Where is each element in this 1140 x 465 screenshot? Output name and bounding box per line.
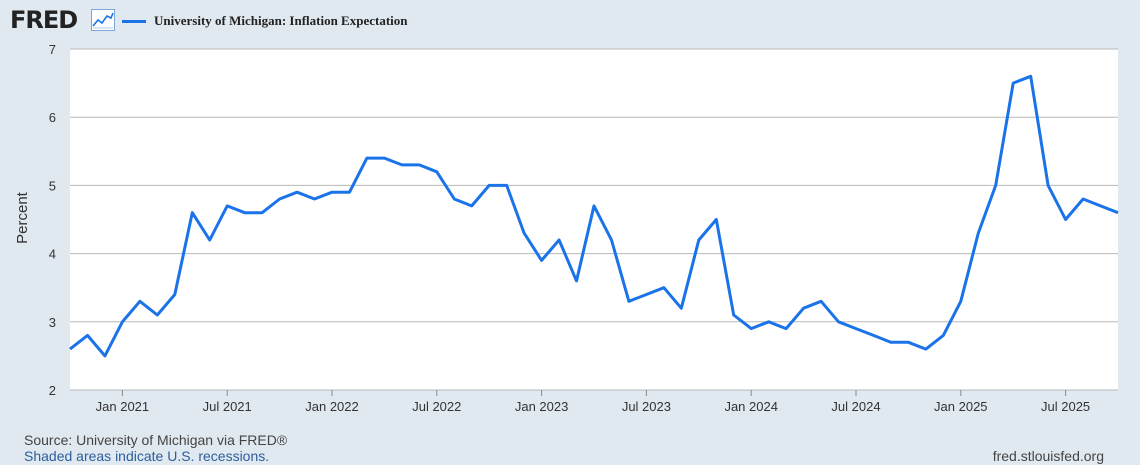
plot-area [70,49,1118,390]
data-point[interactable] [1115,210,1121,216]
x-tick-label: Jul 2023 [622,399,671,414]
legend-series-label: University of Michigan: Inflation Expect… [154,13,408,28]
data-point[interactable] [539,257,545,263]
data-point[interactable] [242,210,248,216]
data-point[interactable] [574,278,580,284]
data-point[interactable] [399,162,405,168]
data-point[interactable] [731,312,737,318]
data-point[interactable] [521,230,527,236]
data-point[interactable] [259,210,265,216]
data-point[interactable] [818,298,824,304]
data-point[interactable] [608,237,614,243]
data-point[interactable] [434,169,440,175]
source-text: Source: University of Michigan via FRED® [24,432,288,448]
data-point[interactable] [923,346,929,352]
data-point[interactable] [993,182,999,188]
data-point[interactable] [67,346,73,352]
data-point[interactable] [312,196,318,202]
data-point[interactable] [696,237,702,243]
data-point[interactable] [905,339,911,345]
data-point[interactable] [486,182,492,188]
fred-graph-icon [91,9,115,31]
data-point[interactable] [504,182,510,188]
recession-note-link[interactable]: Shaded areas indicate U.S. recessions. [24,448,270,464]
data-point[interactable] [277,196,283,202]
data-point[interactable] [661,285,667,291]
data-point[interactable] [416,162,422,168]
x-tick-label: Jan 2021 [96,399,150,414]
data-point[interactable] [783,326,789,332]
x-axis-ticks: Jan 2021 Jul 2021 Jan 2022 Jul 2022 Jan 2023… [96,390,1090,414]
y-axis-ticks: 2 3 4 5 6 7 [49,42,56,398]
x-tick-label: Jan 2025 [934,399,988,414]
data-point[interactable] [224,203,230,209]
y-tick-label: 6 [49,110,56,125]
x-tick-label: Jul 2021 [203,399,252,414]
x-tick-label: Jul 2024 [831,399,880,414]
gridlines [70,48,1118,391]
data-point[interactable] [1010,80,1016,86]
data-point[interactable] [137,298,143,304]
data-point[interactable] [748,326,754,332]
x-tick-label: Jan 2022 [305,399,359,414]
x-tick-label: Jan 2023 [515,399,569,414]
data-point[interactable] [364,155,370,161]
data-point[interactable] [189,210,195,216]
y-tick-label: 7 [49,42,56,57]
data-point[interactable] [678,305,684,311]
data-point[interactable] [381,155,387,161]
data-point[interactable] [102,353,108,359]
series-line[interactable] [69,74,1119,358]
y-tick-label: 4 [49,247,56,262]
y-axis-label: Percent [14,191,31,244]
data-point[interactable] [556,237,562,243]
data-point[interactable] [469,203,475,209]
data-point[interactable] [329,189,335,195]
data-point[interactable] [154,312,160,318]
data-point[interactable] [643,292,649,298]
chart-header: FRED University of Michigan: Inflation E… [0,0,1140,40]
fred-url[interactable]: fred.stlouisfed.org [992,448,1104,464]
y-tick-label: 3 [49,315,56,330]
data-point[interactable] [346,189,352,195]
data-point[interactable] [853,326,859,332]
series-layer[interactable] [67,73,1121,359]
data-point[interactable] [766,319,772,325]
data-point[interactable] [1080,196,1086,202]
data-point[interactable] [1045,182,1051,188]
data-point[interactable] [591,203,597,209]
data-point[interactable] [1098,203,1104,209]
data-point[interactable] [451,196,457,202]
legend-line-swatch [122,19,146,23]
data-point[interactable] [626,298,632,304]
x-tick-label: Jul 2025 [1041,399,1090,414]
x-tick-label: Jan 2024 [724,399,778,414]
fred-logo[interactable]: FRED [10,6,78,34]
data-point[interactable] [870,332,876,338]
chart-legend[interactable]: University of Michigan: Inflation Expect… [122,11,408,31]
data-point[interactable] [940,332,946,338]
x-tick-label: Jul 2022 [412,399,461,414]
data-point[interactable] [958,298,964,304]
data-point[interactable] [207,237,213,243]
y-tick-label: 5 [49,178,56,193]
data-point[interactable] [888,339,894,345]
data-point[interactable] [801,305,807,311]
data-point[interactable] [119,319,125,325]
data-point[interactable] [1063,217,1069,223]
data-point[interactable] [975,230,981,236]
data-point[interactable] [713,217,719,223]
data-point[interactable] [172,292,178,298]
y-tick-label: 2 [49,383,56,398]
data-point[interactable] [294,189,300,195]
data-point[interactable] [84,332,90,338]
data-point[interactable] [836,319,842,325]
data-point[interactable] [1028,73,1034,79]
